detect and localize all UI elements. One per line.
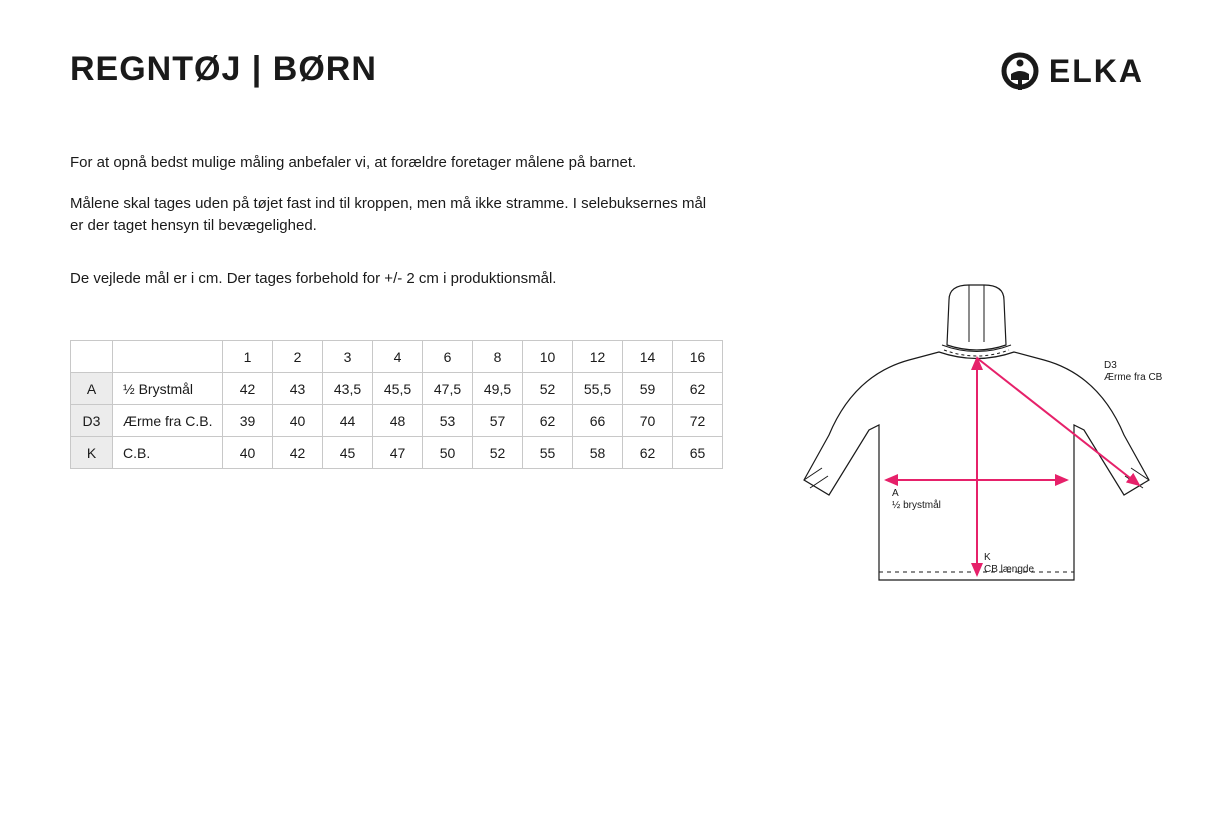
blank-header bbox=[71, 341, 113, 373]
cell: 62 bbox=[623, 437, 673, 469]
cell: 39 bbox=[223, 405, 273, 437]
cell: 44 bbox=[323, 405, 373, 437]
cell: 48 bbox=[373, 405, 423, 437]
cell: 42 bbox=[223, 373, 273, 405]
row-label: ½ Brystmål bbox=[113, 373, 223, 405]
cell: 52 bbox=[473, 437, 523, 469]
size-header: 3 bbox=[323, 341, 373, 373]
cell: 45,5 bbox=[373, 373, 423, 405]
size-header: 1 bbox=[223, 341, 273, 373]
brand-name: ELKA bbox=[1049, 53, 1144, 90]
cell: 43,5 bbox=[323, 373, 373, 405]
cell: 59 bbox=[623, 373, 673, 405]
intro-p1: For at opnå bedst mulige måling anbefale… bbox=[70, 152, 710, 175]
table-header-row: 1 2 3 4 6 8 10 12 14 16 bbox=[71, 341, 723, 373]
cell: 65 bbox=[673, 437, 723, 469]
jacket-diagram: A ½ brystmål K CB længde D3 Ærme fra CB bbox=[774, 280, 1174, 625]
table-row: A ½ Brystmål 42 43 43,5 45,5 47,5 49,5 5… bbox=[71, 373, 723, 405]
row-key: A bbox=[71, 373, 113, 405]
size-header: 16 bbox=[673, 341, 723, 373]
cell: 62 bbox=[523, 405, 573, 437]
row-key: D3 bbox=[71, 405, 113, 437]
intro-p3: De vejlede mål er i cm. Der tages forbeh… bbox=[70, 268, 710, 291]
cell: 57 bbox=[473, 405, 523, 437]
diagram-label-a: A bbox=[892, 488, 899, 499]
diagram-label-d32: Ærme fra CB bbox=[1104, 372, 1163, 383]
cell: 70 bbox=[623, 405, 673, 437]
blank-header bbox=[113, 341, 223, 373]
cell: 45 bbox=[323, 437, 373, 469]
page-title: REGNTØJ | BØRN bbox=[70, 50, 377, 89]
diagram-label-d3: D3 bbox=[1104, 360, 1117, 371]
size-header: 8 bbox=[473, 341, 523, 373]
cell: 50 bbox=[423, 437, 473, 469]
size-table: 1 2 3 4 6 8 10 12 14 16 A ½ Brystmål 42 … bbox=[70, 340, 723, 469]
size-header: 6 bbox=[423, 341, 473, 373]
table-row: K C.B. 40 42 45 47 50 52 55 58 62 65 bbox=[71, 437, 723, 469]
cell: 55,5 bbox=[573, 373, 623, 405]
row-label: C.B. bbox=[113, 437, 223, 469]
cell: 55 bbox=[523, 437, 573, 469]
size-header: 12 bbox=[573, 341, 623, 373]
cell: 47 bbox=[373, 437, 423, 469]
table-row: D3 Ærme fra C.B. 39 40 44 48 53 57 62 66… bbox=[71, 405, 723, 437]
header: REGNTØJ | BØRN ELKA bbox=[70, 50, 1144, 92]
cell: 47,5 bbox=[423, 373, 473, 405]
size-header: 4 bbox=[373, 341, 423, 373]
brand-logo: ELKA bbox=[999, 50, 1144, 92]
intro-p2: Målene skal tages uden på tøjet fast ind… bbox=[70, 193, 710, 238]
cell: 40 bbox=[223, 437, 273, 469]
cell: 58 bbox=[573, 437, 623, 469]
intro-text: For at opnå bedst mulige måling anbefale… bbox=[70, 152, 710, 290]
cell: 72 bbox=[673, 405, 723, 437]
size-header: 2 bbox=[273, 341, 323, 373]
cell: 43 bbox=[273, 373, 323, 405]
cell: 66 bbox=[573, 405, 623, 437]
cell: 52 bbox=[523, 373, 573, 405]
cell: 49,5 bbox=[473, 373, 523, 405]
logo-icon bbox=[999, 50, 1041, 92]
cell: 53 bbox=[423, 405, 473, 437]
diagram-label-k2: CB længde bbox=[984, 564, 1034, 575]
cell: 42 bbox=[273, 437, 323, 469]
cell: 40 bbox=[273, 405, 323, 437]
diagram-label-a2: ½ brystmål bbox=[892, 499, 941, 511]
diagram-label-k: K bbox=[984, 552, 991, 563]
cell: 62 bbox=[673, 373, 723, 405]
row-label: Ærme fra C.B. bbox=[113, 405, 223, 437]
row-key: K bbox=[71, 437, 113, 469]
size-header: 14 bbox=[623, 341, 673, 373]
size-header: 10 bbox=[523, 341, 573, 373]
